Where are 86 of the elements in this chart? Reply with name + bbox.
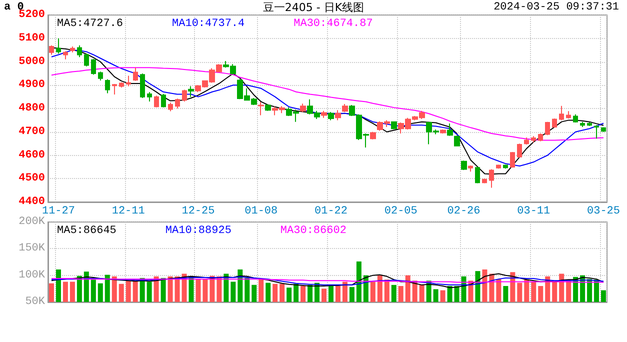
x-tick-label: 02-05 [384, 206, 418, 218]
y-tick-label: 4800 [18, 102, 45, 114]
text: 2024-03-25 09:37:31 [494, 2, 620, 14]
candlestick [133, 67, 138, 82]
y-tick-label: 150K [18, 242, 46, 255]
candlestick [70, 46, 75, 53]
candlestick [265, 104, 271, 112]
text: MA30:4674.87 [294, 18, 373, 30]
y-tick-label: 50K [25, 296, 46, 308]
x-tick-label: 03-25 [587, 206, 620, 218]
candlestick [105, 78, 110, 94]
y-tick-label: 5000 [18, 56, 45, 68]
line-series [50, 67, 604, 141]
candlestick [475, 166, 480, 184]
candlestick [126, 75, 131, 87]
candlestick [566, 110, 571, 120]
chart-title: 豆一2405 - 日K线图 [262, 1, 364, 14]
y-tick-label: 200K [18, 216, 46, 228]
candlestick [56, 38, 61, 54]
candlestick [496, 164, 501, 170]
text: MA5:86645 [57, 225, 116, 237]
text: MA30:86602 [280, 225, 346, 237]
candlestick [147, 92, 152, 102]
candlestick [559, 105, 564, 121]
candlestick [154, 95, 159, 108]
candlestick [77, 44, 82, 58]
candlestick [531, 136, 536, 143]
candlestick [182, 89, 187, 102]
candlestick [545, 121, 550, 136]
candlestick [342, 104, 348, 113]
candlestick [573, 114, 578, 124]
y-tick-label: 100K [18, 269, 46, 282]
candlestick [454, 135, 460, 147]
candlestick [587, 122, 592, 127]
candlestick [300, 103, 306, 113]
candlestick [175, 98, 180, 109]
text: MA10:88925 [165, 225, 232, 237]
candlestick [524, 136, 529, 145]
candlestick [580, 121, 585, 128]
candlestick [140, 72, 145, 98]
y-tick-label: 4600 [18, 149, 45, 162]
candlestick [503, 164, 508, 170]
candlestick [517, 143, 522, 158]
candlestick [461, 160, 467, 170]
y-tick-label: 4500 [18, 172, 45, 185]
series-label: MA5:4727.6 [57, 18, 124, 30]
candlestick [440, 129, 446, 134]
candlestick [49, 44, 54, 56]
candlestick [335, 110, 341, 121]
candlestick [328, 112, 334, 121]
candlestick [112, 83, 117, 95]
candlestick [468, 165, 473, 172]
candlestick [188, 86, 194, 98]
y-tick-label: 4900 [18, 79, 45, 92]
x-tick-label: 11-27 [42, 206, 75, 218]
candlestick [119, 82, 124, 88]
x-tick-label: 01-08 [244, 206, 278, 218]
candlestick [552, 118, 557, 128]
candlestick [447, 122, 453, 136]
candlestick [258, 101, 264, 116]
text: MA10:4737.4 [172, 18, 246, 30]
y-tick-label: 4400 [18, 196, 45, 208]
candlestick [370, 131, 376, 140]
x-tick-label: 12-25 [182, 206, 215, 218]
candlestick [84, 53, 89, 67]
candlestick [168, 102, 173, 112]
candlestick [63, 50, 68, 60]
candlestick [538, 133, 543, 142]
y-tick-label: 5100 [18, 32, 45, 44]
candlestick [321, 110, 327, 118]
x-tick-label: 01-22 [314, 206, 348, 218]
candlestick [91, 58, 96, 76]
x-tick-label: 02-26 [447, 206, 480, 218]
candlestick [391, 120, 397, 130]
y-tick-label: 5200 [18, 9, 45, 21]
candlestick [489, 168, 494, 188]
candlestick [482, 178, 487, 184]
line-series [50, 276, 604, 286]
candlestick [594, 124, 599, 140]
candlestick [98, 71, 103, 81]
candlestick [161, 94, 166, 108]
candlestick [510, 151, 515, 168]
candlestick [601, 126, 606, 132]
x-tick-label: 12-11 [112, 206, 146, 218]
y-tick-label: 4700 [18, 126, 45, 138]
x-tick-label: 03-11 [517, 206, 551, 218]
